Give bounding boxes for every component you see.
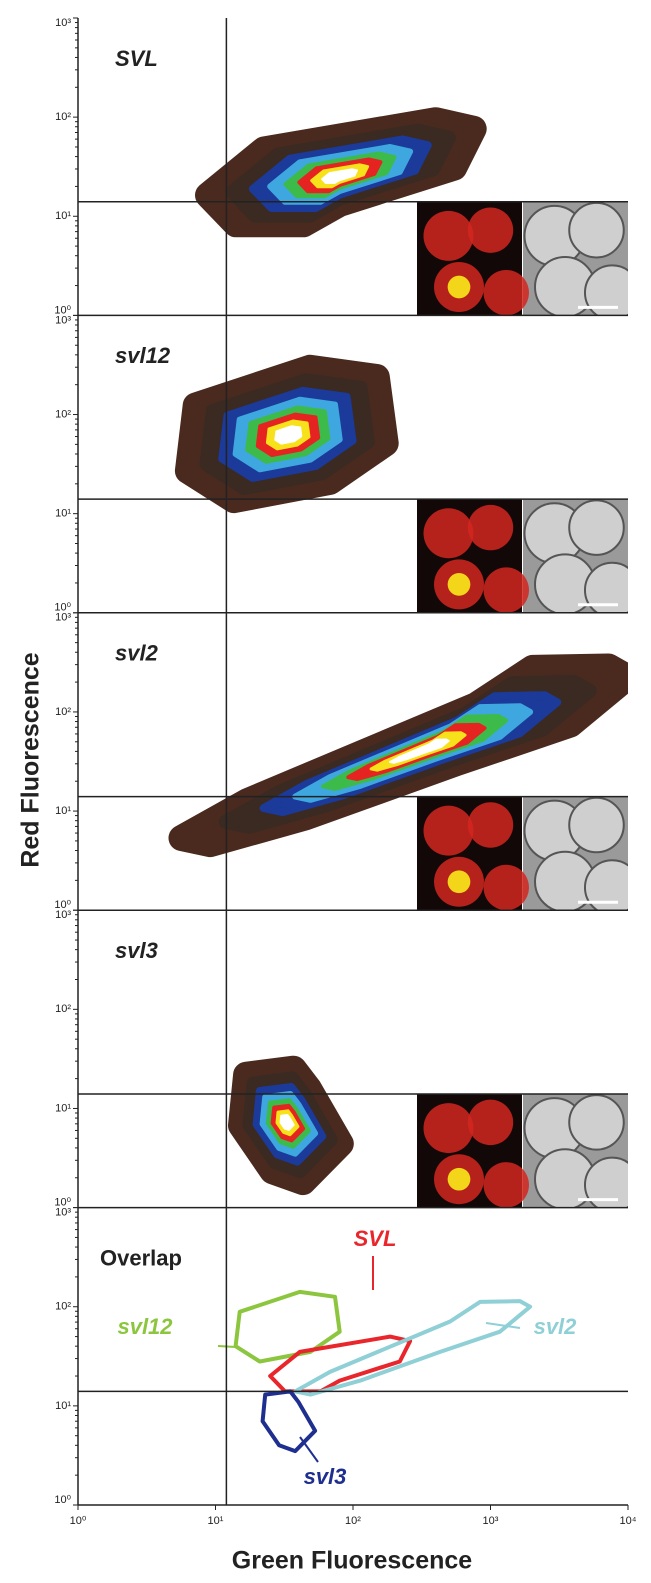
y-tick-label: 10² (55, 1003, 71, 1015)
cell-fluor (468, 505, 513, 550)
plot-area (182, 667, 640, 915)
series-label: svl12 (117, 1314, 173, 1339)
y-tick-label: 10¹ (55, 1102, 71, 1114)
cell-fluor (484, 270, 529, 315)
gate-outline (263, 1391, 316, 1451)
gate-outline (236, 1292, 340, 1362)
cell-dic (585, 860, 640, 915)
cell-fluor (484, 865, 529, 910)
cell-dic (569, 1095, 624, 1150)
plot-area (241, 1069, 640, 1212)
panel-title: svl12 (115, 343, 171, 368)
cell-fluor (484, 567, 529, 612)
x-tick-label: 10² (345, 1515, 361, 1527)
y-tick-label: 10¹ (55, 210, 71, 222)
cell-dic (585, 563, 640, 618)
plot-area (188, 368, 640, 618)
cell-fluor-core (448, 276, 471, 299)
y-tick-label: 10² (55, 408, 71, 420)
y-tick-label: 10³ (55, 314, 71, 326)
panel: svl12 SVL svl2 svl3 10⁰ 10¹ 10² 10³ 10⁰ 10¹ 10² 10³… (54, 1207, 636, 1527)
cell-fluor (468, 207, 513, 252)
y-tick-label: 10³ (55, 612, 71, 624)
x-tick-label: 10¹ (208, 1515, 224, 1527)
y-tick-label: 10² (55, 1301, 71, 1313)
y-tick-label: 10² (55, 111, 71, 123)
x-tick-label: 10⁰ (70, 1515, 87, 1527)
panel-title: svl3 (115, 938, 158, 963)
figure: Red Fluorescence Green Fluorescence 10⁰ 1… (0, 0, 651, 1583)
x-tick-label: 10⁴ (620, 1515, 637, 1527)
cell-fluor (484, 1162, 529, 1207)
x-tick-label: 10³ (483, 1515, 499, 1527)
cell-fluor (468, 802, 513, 847)
plot-area (236, 1292, 530, 1451)
panel-title: svl2 (115, 641, 159, 666)
y-tick-label: 10¹ (55, 805, 71, 817)
plot-area (208, 120, 640, 320)
y-tick-label: 10³ (55, 909, 71, 921)
cell-fluor (424, 1103, 474, 1153)
panel-title: SVL (115, 46, 158, 71)
series-label: SVL (354, 1226, 397, 1251)
series-label: svl2 (534, 1314, 578, 1339)
y-tick-label: 10⁰ (54, 1494, 71, 1506)
gate-outline (270, 1337, 410, 1392)
cell-fluor (424, 806, 474, 856)
y-tick-label: 10¹ (55, 1400, 71, 1412)
cell-dic (569, 798, 624, 853)
series-label: svl3 (304, 1464, 347, 1489)
y-tick-label: 10¹ (55, 508, 71, 520)
panel-title: Overlap (100, 1245, 182, 1270)
cell-fluor (424, 508, 474, 558)
cell-dic (585, 1158, 640, 1213)
arrow (300, 1437, 318, 1462)
y-tick-label: 10³ (55, 1207, 71, 1219)
cell-fluor-core (448, 870, 471, 893)
x-axis-label: Green Fluorescence (232, 1547, 472, 1575)
cell-dic (569, 203, 624, 258)
cell-fluor-core (448, 573, 471, 596)
cell-dic (569, 500, 624, 555)
cell-fluor-core (448, 1168, 471, 1191)
cell-fluor (424, 211, 474, 261)
y-tick-label: 10³ (55, 17, 71, 29)
y-tick-label: 10² (55, 706, 71, 718)
y-axis-label: Red Fluorescence (17, 652, 45, 867)
cell-fluor (468, 1100, 513, 1145)
cell-dic (585, 265, 640, 320)
